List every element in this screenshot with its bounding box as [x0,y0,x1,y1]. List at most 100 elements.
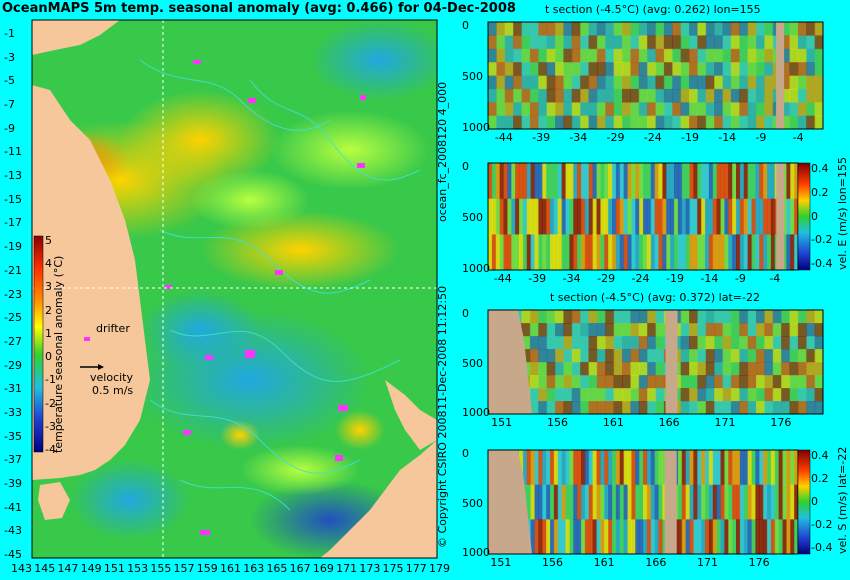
temperature-colorbar [33,235,44,453]
map-lat-tick: -45 [4,548,22,561]
panel-x-tick: -4 [792,131,804,144]
velocity-colorbar [797,162,811,271]
map-lat-tick: -11 [4,145,22,159]
panel-x-tick: 166 [658,416,680,429]
map-lon-tick: 161 [220,562,241,575]
map-colorbar-tick: 1 [45,326,52,340]
panel-x-tick: -14 [700,272,719,285]
panel-x-tick: -39 [528,272,547,285]
map-lon-tick: 169 [312,562,334,575]
map-lat-tick: -27 [4,334,22,348]
map-lat-tick: -5 [4,74,15,88]
map-colorbar-tick: -1 [45,373,56,387]
map-colorbar-tick: -2 [45,396,56,410]
map-lon-tick: 145 [34,562,56,575]
main-title: OceanMAPS 5m temp. seasonal anomaly (avg… [2,1,516,16]
panel-x-tick: -24 [643,131,662,144]
panel-y-tick: 1000 [462,261,490,275]
map-colorbar-tick: 2 [45,303,52,317]
map-lat-tick: -29 [4,358,22,372]
panel-x-tick: -24 [631,272,650,285]
map-colorbar-tick: -4 [45,443,56,456]
panel-x-tick: 151 [490,556,512,569]
panel-y-tick: 0 [462,160,469,173]
map-lat-tick: -39 [4,476,22,490]
map-lat-tick: -19 [4,240,22,254]
panel-title: t section (-4.5°C) (avg: 0.262) lon=155 [545,3,761,16]
panel-title: t section (-4.5°C) (avg: 0.372) lat=-22 [550,291,760,304]
panel-x-tick: -34 [562,272,581,285]
panel-y-tick: 500 [462,210,483,224]
panel-x-tick: -19 [666,272,684,285]
map-lat-tick: -31 [4,382,22,396]
timestamp-label: 11-Dec-2008 11:12:50 [436,285,449,410]
panel-colorbar-tick: 0 [811,495,818,508]
map-lon-tick: 155 [150,562,172,575]
map-lon-tick: 175 [382,562,404,575]
panel-colorbar-tick: 0.2 [811,185,829,199]
map-colorbar-tick: 0 [45,350,52,364]
map-lat-tick: -33 [4,405,22,419]
panel-x-tick: 161 [593,556,615,569]
panel-x-tick: -29 [597,272,616,285]
panel-x-tick: 161 [602,416,624,429]
panel-x-tick: -44 [494,131,513,144]
section-panel-2 [488,163,798,270]
map-lat-tick: -17 [4,216,22,230]
panel-x-tick: 176 [770,416,792,429]
panel-x-tick: -9 [755,131,767,144]
map-lon-tick: 153 [127,562,149,575]
map-colorbar-tick: 4 [45,257,52,271]
map-lat-tick: -41 [4,500,22,514]
section-panel-1 [488,22,823,129]
map-lon-tick: 171 [336,562,358,575]
velocity-value: 0.5 m/s [92,384,134,397]
panel-frame [487,21,824,130]
map-lon-tick: 147 [57,562,79,575]
panel-colorbar-label: vel. E (m/s) lon=155 [836,157,849,270]
drifter-label: drifter [96,322,130,335]
panel-frame [487,309,824,415]
map-lat-tick: -13 [4,169,22,183]
map-lon-tick: 143 [11,562,32,575]
panel-colorbar-tick: 0.4 [811,162,829,175]
panel-y-tick: 1000 [462,546,490,560]
map-lat-tick: -9 [4,121,15,135]
panel-x-tick: -9 [734,272,746,285]
panel-colorbar-label: vel. S (m/s) lat=-22 [836,446,849,554]
map-lat-tick: -21 [4,263,22,277]
velocity-arrow-head [98,364,104,370]
panel-x-tick: 166 [645,556,667,569]
map-lat-tick: -37 [4,453,22,467]
panel-x-tick: 171 [714,416,736,429]
map-colorbar-tick: 3 [45,280,52,294]
panel-y-tick: 0 [462,307,469,320]
panel-x-tick: -34 [569,131,588,144]
panel-y-tick: 500 [462,496,483,510]
panel-x-tick: 156 [547,416,568,429]
map-lat-tick: -43 [4,524,22,538]
map-lon-tick: 149 [80,562,102,575]
colorbar-label: temperature seasonal anomaly (°C) [52,255,65,453]
map-lon-tick: 163 [243,562,265,575]
map-lat-tick: -15 [4,192,22,206]
map-lon-tick: 151 [103,562,125,575]
map-lat-tick: -7 [4,98,15,112]
panel-x-tick: 176 [748,556,770,569]
panel-x-tick: -4 [769,272,781,285]
map-field [32,20,437,558]
panel-colorbar-tick: 0.2 [811,472,829,485]
section-panel-3 [488,310,823,414]
map-lon-tick: 157 [173,562,195,575]
panel-colorbar-tick: -0.4 [811,257,833,270]
map-colorbar-tick: -3 [45,419,56,433]
map-lon-tick: 179 [429,562,450,575]
copyright-label: © Copyright CSIRO 2008 [436,410,449,548]
panel-y-tick: 1000 [462,120,490,134]
map-lon-tick: 167 [289,562,311,575]
map-lat-tick: -3 [4,50,15,64]
file-label: ocean_fc_2008120 4_000 [436,81,449,222]
panel-colorbar-tick: 0 [811,209,818,223]
map-lat-tick: -23 [4,287,22,301]
